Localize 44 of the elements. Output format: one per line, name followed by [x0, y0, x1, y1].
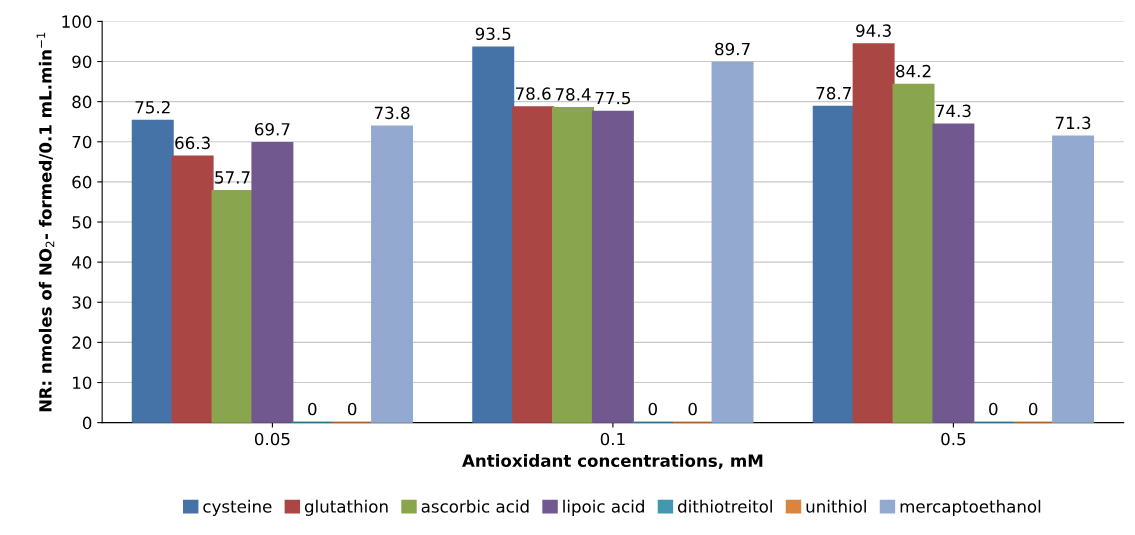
y-tick-label: 40: [72, 256, 92, 269]
y-tick-label: 100: [62, 15, 92, 28]
legend-label: mercaptoethanol: [900, 499, 1041, 516]
data-label: 0: [308, 402, 317, 416]
data-label: 0: [648, 402, 657, 416]
data-label: 73.8: [374, 106, 410, 120]
data-label: 84.2: [896, 64, 931, 78]
data-label: 78.7: [816, 86, 851, 100]
data-label: 0: [347, 402, 357, 416]
legend-label: dithiotreitol: [678, 499, 772, 513]
data-label: 78.4: [555, 88, 591, 101]
data-label: 93.5: [475, 27, 511, 41]
data-label: 0: [989, 402, 998, 416]
legend-label: glutathion: [304, 499, 388, 516]
data-label: 0: [688, 402, 697, 416]
y-tick-label: 10: [73, 376, 92, 390]
x-axis-title: Antioxidant concentrations, mM: [462, 454, 763, 470]
y-axis-title: NR: nmoles of NO$_{2}$- formed/0.1 mL.min$^{−1}$: [36, 32, 55, 412]
legend-label: unithiol: [806, 499, 866, 513]
y-tick-label: 80: [72, 95, 92, 109]
x-tick-label: 0.05: [254, 432, 290, 446]
data-label: 94.3: [856, 24, 891, 37]
y-tick-label: 0: [82, 416, 92, 430]
y-tick-label: 20: [72, 336, 92, 349]
data-label: 75.2: [135, 100, 170, 114]
data-label: 71.3: [1055, 116, 1091, 130]
data-label: 74.3: [936, 104, 971, 118]
y-tick-label: 70: [72, 135, 92, 149]
y-tick-label: 30: [72, 296, 92, 309]
data-label: 89.7: [715, 42, 750, 56]
data-label: 0: [1028, 402, 1038, 416]
x-tick-label: 0.5: [941, 432, 966, 446]
data-label: 69.7: [255, 122, 290, 136]
data-label: 77.5: [595, 91, 630, 105]
x-tick-label: 0.1: [600, 432, 625, 446]
data-label: 78.6: [515, 87, 551, 100]
y-tick-label: 90: [72, 55, 92, 69]
y-tick-label: 50: [72, 215, 92, 229]
legend-label: ascorbic acid: [421, 499, 529, 513]
legend-label: lipoic acid: [563, 499, 644, 516]
legend-label: cysteine: [203, 499, 272, 516]
y-tick-label: 60: [72, 175, 92, 189]
data-label: 66.3: [175, 136, 210, 150]
data-label: 57.7: [215, 171, 250, 184]
